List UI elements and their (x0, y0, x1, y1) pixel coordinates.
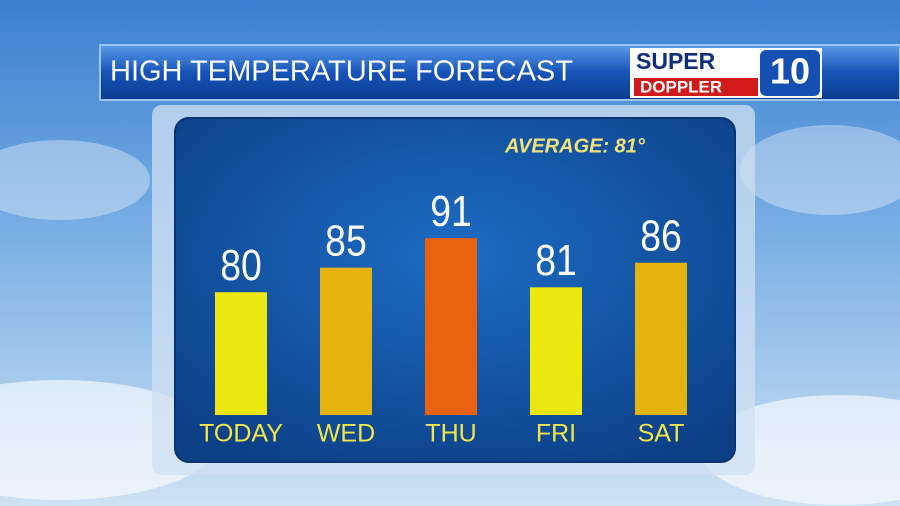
logo-badge (760, 50, 820, 96)
annotation: AVERAGE: 81° (504, 135, 646, 157)
logo: SUPER DOPPLER 10 (630, 48, 822, 98)
plot: 80 TODAY 85 WED 91 THU 81 FRI 86 SAT (199, 186, 687, 448)
chart-title: HIGH TEMPERATURE FORECAST (110, 56, 573, 88)
x-tick-label: THU (425, 420, 476, 448)
cloud (0, 140, 150, 220)
x-tick-label: FRI (536, 420, 576, 448)
logo-number: 10 (770, 51, 810, 92)
value-label: 86 (640, 211, 682, 261)
value-label: 85 (325, 215, 367, 265)
value-label: 81 (535, 235, 577, 285)
bar (635, 262, 687, 415)
x-tick-label: SAT (638, 420, 685, 448)
logo-text: SUPER (636, 48, 716, 74)
x-tick-label: WED (317, 420, 375, 448)
value-label: 91 (430, 186, 472, 236)
logo-strip (634, 78, 758, 96)
bar (320, 267, 372, 415)
bar (425, 238, 477, 415)
bar (530, 287, 582, 415)
value-label: 80 (220, 240, 262, 290)
logo-text: DOPPLER (640, 77, 722, 96)
cloud (740, 125, 900, 215)
bar (215, 292, 267, 415)
x-tick-label: TODAY (199, 420, 283, 448)
